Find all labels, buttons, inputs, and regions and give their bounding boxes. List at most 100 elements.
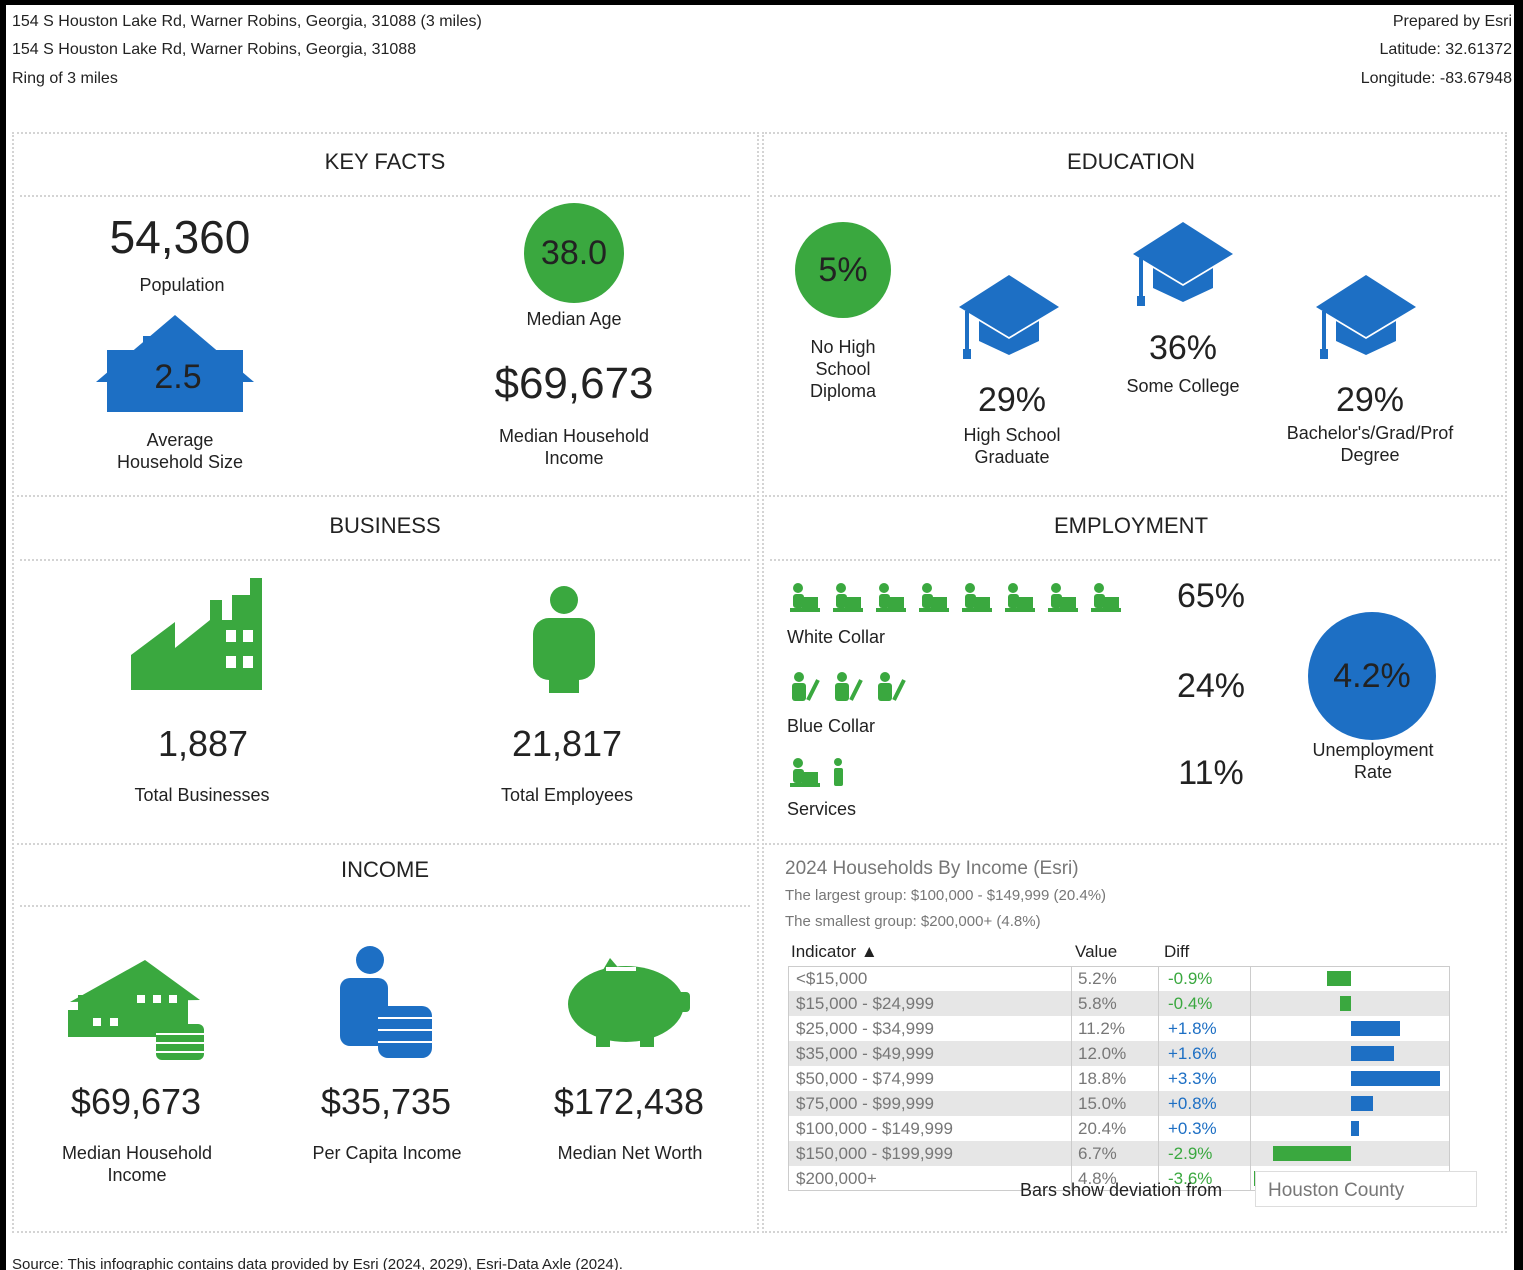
stat-value: 4.2% bbox=[1333, 656, 1411, 695]
stat-label: High School Graduate bbox=[963, 425, 1061, 467]
stat-value: 36% bbox=[1148, 328, 1218, 367]
house-coins-icon bbox=[68, 960, 204, 1060]
cell: +1.8% bbox=[1168, 1018, 1217, 1038]
cell: -2.9% bbox=[1168, 1143, 1213, 1163]
stat-label: Median Household Income bbox=[61, 1143, 213, 1185]
cell: -0.9% bbox=[1168, 968, 1213, 988]
stat-label: Average Household Size bbox=[116, 430, 244, 472]
stat-value: 2.5 bbox=[154, 357, 202, 396]
unemployment-circle bbox=[1308, 612, 1436, 740]
cap-icon bbox=[1131, 220, 1235, 308]
income-panel bbox=[12, 843, 759, 1233]
divider bbox=[770, 195, 1500, 197]
stat-value: 65% bbox=[1176, 576, 1246, 615]
stat-label: Blue Collar bbox=[787, 716, 876, 736]
cell: $25,000 - $34,999 bbox=[796, 1018, 935, 1038]
person-coins-icon bbox=[340, 946, 432, 1058]
stat-value: 5% bbox=[818, 250, 868, 289]
column-divider bbox=[1158, 966, 1159, 1191]
address-line: 154 S Houston Lake Rd, Warner Robins, Ge… bbox=[12, 40, 417, 58]
cell: -0.4% bbox=[1168, 993, 1213, 1013]
cell: $150,000 - $199,999 bbox=[796, 1143, 953, 1163]
compare-region: Houston County bbox=[1268, 1179, 1405, 1201]
table-note: The largest group: $100,000 - $149,999 (… bbox=[785, 887, 1107, 904]
cell: $15,000 - $24,999 bbox=[796, 993, 935, 1013]
stat-value: 21,817 bbox=[511, 722, 623, 764]
stat-label: Some College bbox=[1126, 376, 1240, 396]
services-icons bbox=[790, 758, 843, 787]
stat-label: Median Age bbox=[526, 309, 622, 329]
column-header: Indicator ▲ bbox=[791, 942, 878, 961]
address-line: 154 S Houston Lake Rd, Warner Robins, Ge… bbox=[12, 12, 482, 30]
column-divider bbox=[1071, 966, 1072, 1191]
table-frame bbox=[788, 966, 1450, 1191]
person-icon bbox=[533, 586, 595, 693]
households-panel bbox=[762, 843, 1507, 1233]
stat-value: 1,887 bbox=[157, 722, 249, 764]
cell: 5.2% bbox=[1078, 968, 1117, 988]
column-divider bbox=[1250, 966, 1251, 1191]
longitude: Longitude: -83.67948 bbox=[1360, 69, 1512, 87]
stat-label: Total Businesses bbox=[134, 785, 270, 805]
stat-label: Median Household Income bbox=[498, 426, 650, 468]
cell: 18.8% bbox=[1078, 1068, 1127, 1088]
table-title: 2024 Households By Income (Esri) bbox=[785, 857, 1079, 879]
cell: 4.8% bbox=[1078, 1168, 1117, 1188]
diff-bar bbox=[1272, 1146, 1351, 1161]
stat-label: Per Capita Income bbox=[312, 1143, 462, 1163]
stat-label: Services bbox=[787, 799, 857, 819]
compare-box bbox=[1255, 1171, 1477, 1207]
diff-bar bbox=[1351, 1096, 1373, 1111]
divider bbox=[20, 559, 750, 561]
stat-label: Total Employees bbox=[500, 785, 634, 805]
cell: 12.0% bbox=[1078, 1043, 1127, 1063]
stat-label: Median Net Worth bbox=[557, 1143, 703, 1163]
cell: $75,000 - $99,999 bbox=[796, 1093, 935, 1113]
diff-bar bbox=[1351, 1121, 1360, 1136]
section-title: INCOME bbox=[341, 857, 429, 882]
cell: $100,000 - $149,999 bbox=[796, 1118, 953, 1138]
cell: -3.6% bbox=[1168, 1168, 1213, 1188]
house-icon bbox=[96, 315, 254, 412]
cell: $35,000 - $49,999 bbox=[796, 1043, 935, 1063]
section-title: KEY FACTS bbox=[324, 149, 446, 174]
column-header: Diff bbox=[1164, 942, 1190, 961]
stat-label: White Collar bbox=[787, 627, 886, 647]
row-background bbox=[789, 1091, 1449, 1116]
cell: <$15,000 bbox=[796, 968, 868, 988]
stat-label: Population bbox=[139, 275, 225, 295]
stat-label: Bachelor's/Grad/Prof Degree bbox=[1286, 423, 1454, 465]
cell: 5.8% bbox=[1078, 993, 1117, 1013]
source-note: Source: This infographic contains data p… bbox=[12, 1256, 623, 1270]
diff-bar bbox=[1340, 996, 1351, 1011]
stat-label: No High School Diploma bbox=[809, 337, 877, 401]
stat-label: Unemployment Rate bbox=[1312, 740, 1434, 782]
cell: +1.6% bbox=[1168, 1043, 1217, 1063]
stat-value: $69,673 bbox=[70, 1080, 202, 1122]
row-background bbox=[789, 991, 1449, 1016]
stat-value: 11% bbox=[1178, 753, 1244, 792]
footnote: Bars show deviation from bbox=[1020, 1180, 1223, 1200]
diff-bar bbox=[1351, 1021, 1400, 1036]
diff-bar bbox=[1351, 1046, 1395, 1061]
factory-icon bbox=[131, 578, 262, 690]
stat-value: $69,673 bbox=[494, 358, 654, 408]
stat-value: 29% bbox=[1335, 380, 1405, 419]
prepared-by: Prepared by Esri bbox=[1392, 12, 1512, 30]
cell: 11.2% bbox=[1078, 1018, 1125, 1038]
cell: $200,000+ bbox=[796, 1168, 877, 1188]
section-title: EMPLOYMENT bbox=[1053, 513, 1209, 538]
white-collar-icons bbox=[790, 583, 1121, 612]
cell: +3.3% bbox=[1168, 1068, 1217, 1088]
section-title: BUSINESS bbox=[329, 513, 441, 538]
education-circle bbox=[795, 222, 891, 318]
column-header: Value bbox=[1075, 942, 1118, 961]
table-note: The smallest group: $200,000+ (4.8%) bbox=[785, 913, 1041, 930]
cell: +0.3% bbox=[1168, 1118, 1217, 1138]
section-title: EDUCATION bbox=[1067, 149, 1195, 174]
stat-value: 29% bbox=[977, 380, 1047, 419]
stat-value: $35,735 bbox=[320, 1080, 452, 1122]
row-background bbox=[789, 1041, 1449, 1066]
